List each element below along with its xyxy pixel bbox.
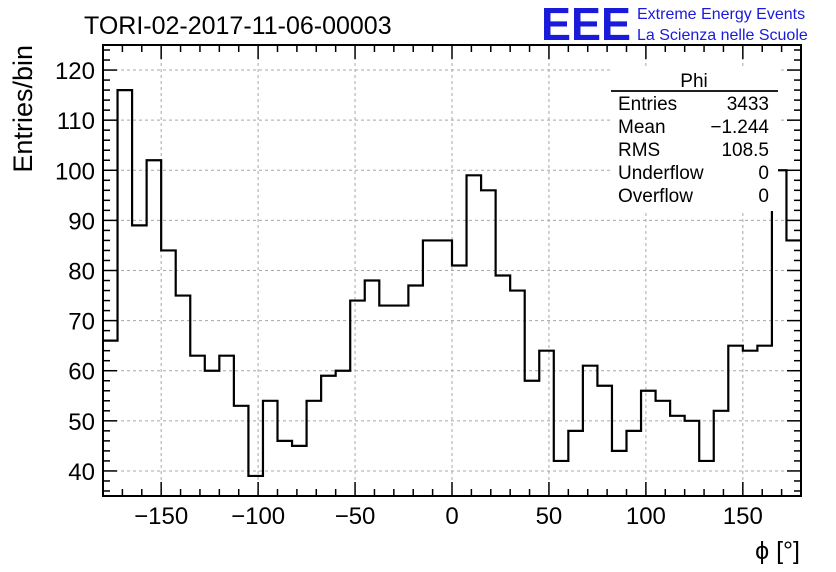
y-tick-label: 40 (68, 459, 95, 486)
chart-title: TORI-02-2017-11-06-00003 (84, 12, 392, 40)
y-tick-label: 110 (57, 108, 95, 135)
x-tick-label: 150 (723, 503, 763, 530)
stats-row-label: Mean (618, 117, 666, 138)
y-tick-label: 90 (68, 208, 95, 235)
x-axis-label: ϕ [°] (755, 537, 800, 565)
y-axis-ticks: 40 50 60 70 80 90 100 110 120 (55, 49, 801, 492)
x-tick-label: 100 (626, 503, 666, 530)
stats-row-value: 0 (758, 186, 769, 207)
stats-row-label: Entries (618, 94, 677, 115)
x-tick-label: 50 (536, 503, 563, 530)
eee-logo: EEE Extreme Energy Events La Scienza nel… (541, 0, 808, 50)
stats-row-value: 3433 (727, 94, 769, 115)
eee-logo-line1: Extreme Energy Events (637, 6, 805, 23)
stats-box-title: Phi (680, 71, 707, 92)
y-tick-label: 60 (68, 359, 95, 386)
y-tick-label: 50 (68, 409, 95, 436)
stats-box: Phi Entries 3433 Mean −1.244 RMS 108.5 Underfl… (611, 69, 778, 211)
stats-row-label: RMS (618, 140, 660, 161)
histogram-line (103, 89, 801, 478)
x-tick-label: −50 (335, 503, 376, 530)
y-axis-label: Entries/bin (8, 45, 38, 173)
x-tick-label: −100 (231, 503, 285, 530)
x-axis-ticks: −150 −100 −50 0 50 100 150 (102, 45, 802, 530)
y-tick-label: 80 (68, 259, 95, 286)
x-tick-label: 0 (445, 503, 458, 530)
stats-box-rows: Entries 3433 Mean −1.244 RMS 108.5 Underflow 0 O… (618, 94, 769, 207)
stats-row-value: −1.244 (710, 117, 769, 138)
eee-logo-mark: EEE (541, 0, 631, 50)
stats-row-value: 0 (758, 163, 769, 184)
stats-row-label: Underflow (618, 163, 704, 184)
grid-lines (103, 45, 801, 496)
y-tick-label: 100 (55, 158, 95, 185)
stats-row-label: Overflow (618, 186, 693, 207)
stats-row-value: 108.5 (721, 140, 769, 161)
stats-box-background (611, 69, 778, 211)
y-tick-label: 70 (68, 309, 95, 336)
x-tick-label: −150 (134, 503, 188, 530)
eee-logo-line2: La Scienza nelle Scuole (637, 27, 808, 44)
y-tick-label: 120 (55, 58, 95, 85)
